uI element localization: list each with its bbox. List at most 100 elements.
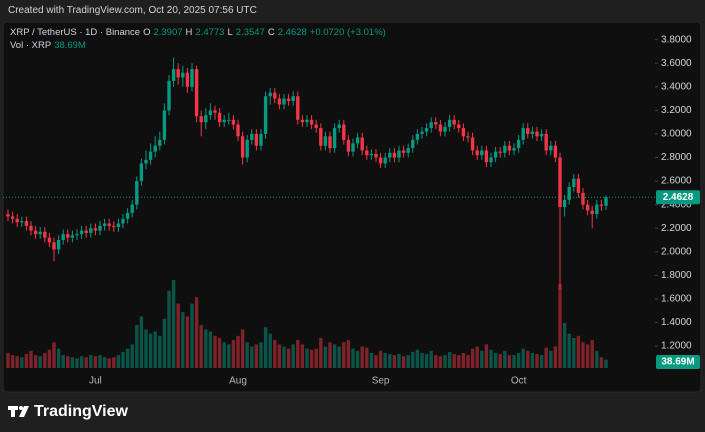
candle-body (125, 212, 130, 219)
volume-bar (378, 350, 383, 368)
candle-body (231, 119, 236, 125)
volume-bar (20, 357, 24, 368)
candle-body (98, 225, 102, 231)
candle-body (576, 178, 581, 193)
candle-body (263, 96, 268, 134)
volume-bar (121, 351, 125, 368)
volume-bar (535, 354, 539, 368)
volume-bar (406, 355, 410, 368)
candle-body (562, 199, 567, 208)
volume-bar (388, 354, 392, 368)
volume-bar (116, 355, 121, 368)
candle-body (544, 133, 548, 151)
candle-body (70, 235, 75, 238)
volume-bar (254, 344, 259, 368)
candle-body (162, 110, 167, 140)
volume-bar (526, 350, 530, 368)
volume-bar (236, 335, 240, 368)
volume-bar (38, 356, 42, 368)
volume-bar (213, 335, 217, 368)
candle-body (56, 240, 61, 250)
volume-bar (240, 329, 245, 368)
logo-icon (8, 406, 29, 417)
volume-bar (360, 346, 364, 368)
candle-body (484, 150, 489, 163)
volume-bar (217, 337, 222, 368)
candle-body (567, 186, 571, 200)
candle-body (121, 218, 125, 224)
candle-body (213, 110, 217, 113)
volume-bar (6, 352, 10, 368)
candle-body (415, 133, 420, 140)
y-tick-label: 3.4000 (661, 81, 692, 92)
candle-body (43, 231, 47, 238)
candle-body (332, 128, 337, 149)
candle-body (355, 137, 360, 144)
candle-body (383, 157, 387, 164)
ohlc-key: C (267, 27, 275, 38)
volume-bar (521, 348, 525, 368)
candle-body (158, 139, 162, 146)
volume-bar (489, 349, 493, 368)
candle-body (438, 124, 443, 132)
ohlc-key: O (143, 27, 151, 38)
volume-bar (47, 349, 52, 368)
candle-body (452, 119, 456, 125)
candle-body (424, 128, 429, 132)
volume-bar (553, 346, 558, 368)
candle-body (24, 221, 29, 226)
candle-body (107, 223, 111, 226)
candle-body (190, 69, 194, 87)
ohlc-value: 2.4773 (195, 27, 225, 38)
volume-bar (342, 342, 346, 368)
candle-body (314, 124, 318, 129)
volume-bar (604, 359, 608, 368)
candle-body (29, 225, 33, 231)
volume-bar (24, 354, 29, 368)
candle-body (33, 230, 38, 235)
volume-bar (539, 355, 544, 368)
volume-bar (355, 350, 360, 368)
candle-body (259, 133, 263, 146)
candle-body (167, 80, 171, 111)
y-tick-label: 3.6000 (661, 58, 692, 69)
candle-body (516, 139, 521, 149)
candle-body (553, 145, 558, 158)
chart-pane (2, 21, 702, 393)
candle-body (176, 69, 180, 78)
candle-body (590, 210, 594, 215)
volume-bar (185, 316, 190, 368)
volume-bar (585, 344, 590, 368)
volume-title: Vol · XRP (10, 40, 52, 51)
candle-body (369, 153, 374, 156)
candle-body (254, 133, 259, 146)
volume-bar (139, 316, 144, 368)
volume-bar (424, 354, 429, 368)
volume-bar (199, 325, 203, 368)
candle-body (52, 242, 56, 250)
candle-body (447, 119, 452, 127)
volume-bar (572, 337, 576, 368)
candle-body (185, 72, 190, 87)
volume-bar (309, 349, 314, 368)
volume-bar (420, 352, 424, 368)
ohlc-value: 2.3907 (153, 27, 183, 38)
y-tick-label: 3.8000 (661, 34, 692, 45)
ohlc-value: 2.3547 (235, 27, 265, 38)
last-price-label: 2.4628 (663, 192, 694, 203)
volume-bar (452, 354, 456, 368)
volume-bar (15, 356, 19, 368)
volume-bar (268, 333, 272, 368)
volume-value: 38.69M (54, 40, 86, 51)
volume-bar (250, 346, 254, 368)
candle-body (346, 139, 351, 152)
candle-body (309, 119, 314, 125)
volume-bar (305, 348, 309, 368)
candle-body (116, 223, 121, 228)
last-price-box (656, 190, 700, 205)
candle-body (342, 124, 346, 140)
candle-body (558, 157, 562, 208)
y-tick-label: 2.0000 (661, 246, 692, 257)
